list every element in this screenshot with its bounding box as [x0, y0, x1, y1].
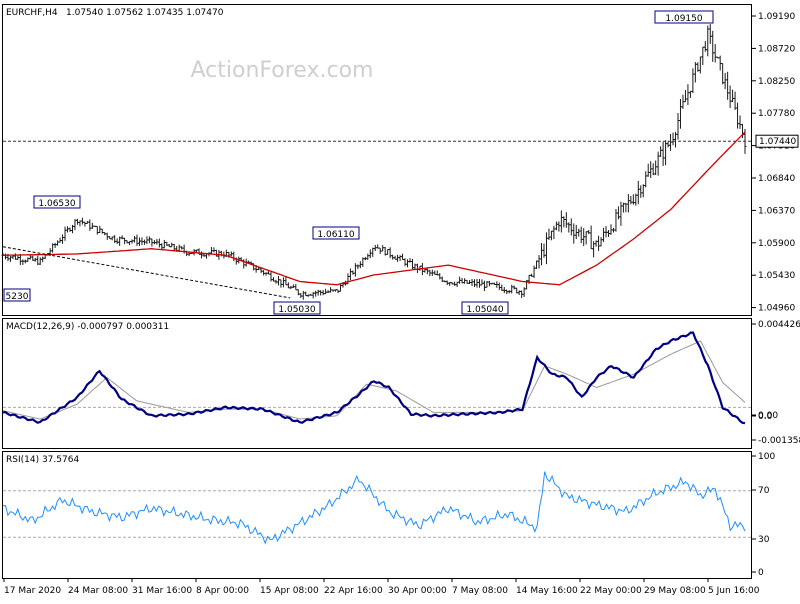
current-price-tag: [755, 134, 799, 148]
axis-labels: 1.091901.087201.082501.077801.073101.068…: [3, 12, 800, 596]
price-annotation: 1.09150: [654, 10, 714, 24]
moving-average-line: [2, 131, 746, 286]
x-tick-label: 5 Jun 16:00: [708, 586, 760, 596]
annotation-label: 1.05040: [466, 305, 503, 315]
x-tick-label: 30 Apr 00:00: [388, 586, 447, 596]
x-tick-label: 14 May 16:00: [516, 586, 578, 596]
annotation-box: [461, 301, 509, 315]
x-tick-label: 31 Mar 16:00: [132, 586, 192, 596]
rsi-line: [2, 471, 746, 545]
price-y-tick-label: 1.08720: [758, 44, 795, 54]
annotation-box: [33, 195, 81, 209]
macd-signal-line: [2, 340, 746, 420]
price-y-tick-label: 1.05430: [758, 271, 795, 281]
x-tick-label: 22 May 00:00: [580, 586, 642, 596]
price-annotation: 1.05040: [461, 301, 509, 315]
price-y-tick-label: 1.05900: [758, 239, 795, 249]
price-annotation: 1.06530: [33, 195, 81, 209]
rsi-y-tick-label: 70: [758, 486, 770, 496]
ohlc-values: 1.07540 1.07562 1.07435 1.07470: [66, 8, 224, 18]
rsi-y-tick-label: 100: [758, 452, 775, 462]
rsi-y-tick-label: 0: [758, 568, 764, 578]
macd-y-tick-label: 0.004426: [758, 320, 800, 330]
price-annotation: 1.06110: [312, 226, 360, 240]
rsi-y-tick-label: 30: [758, 535, 770, 545]
macd-y-tick-label: 0.0: [758, 412, 773, 422]
price-annotation: 1.05030: [273, 301, 321, 315]
annotation-label: 5230: [6, 292, 29, 302]
annotation-label: 1.06530: [38, 199, 75, 209]
price-panel: [2, 4, 752, 316]
macd-y-tick-label: 0.00: [758, 411, 778, 421]
trendline: [2, 246, 291, 299]
x-tick-label: 24 Mar 08:00: [68, 586, 128, 596]
macd-plot: [2, 331, 751, 425]
x-tick-label: 8 Apr 00:00: [196, 586, 249, 596]
annotation-box: [312, 226, 360, 240]
annotation-label: 1.06110: [317, 230, 354, 240]
annotation-box: [654, 10, 714, 24]
macd-panel: [2, 318, 752, 449]
price-y-tick-label: 1.08250: [758, 77, 795, 87]
x-tick-label: 29 May 08:00: [644, 586, 706, 596]
current-price-label: 1.07440: [759, 137, 796, 147]
rsi-plot: [2, 471, 751, 545]
annotation-label: 1.05030: [278, 305, 315, 315]
annotation-box: [273, 301, 321, 315]
x-tick-label: 7 May 08:00: [452, 586, 508, 596]
price-y-tick-label: 1.07780: [758, 109, 795, 119]
annotation-box: [3, 288, 31, 302]
macd-y-tick-label: -0.001358: [758, 436, 800, 446]
x-tick-label: 17 Mar 2020: [4, 586, 61, 596]
macd-title: MACD(12,26,9) -0.000797 0.000311: [6, 322, 169, 332]
rsi-title: RSI(14) 37.5764: [6, 455, 79, 465]
price-y-tick-label: 1.04960: [758, 304, 795, 314]
symbol-label: EURCHF,H4: [6, 8, 58, 18]
watermark: ActionForex.com: [191, 58, 374, 83]
price-plot: 1.09150 1.06530 1.06110 5230 1.05030 1.05040: [1, 10, 751, 315]
x-tick-label: 22 Apr 16:00: [324, 586, 383, 596]
annotation-label: 1.09150: [665, 14, 702, 24]
macd-line: [2, 331, 746, 425]
price-y-tick-label: 1.06840: [758, 174, 795, 184]
x-tick-label: 15 Apr 08:00: [260, 586, 319, 596]
price-y-tick-label: 1.06370: [758, 206, 795, 216]
price-annotation: 5230: [3, 288, 31, 302]
price-y-tick-label: 1.09190: [758, 12, 795, 22]
rsi-panel: [2, 451, 752, 579]
